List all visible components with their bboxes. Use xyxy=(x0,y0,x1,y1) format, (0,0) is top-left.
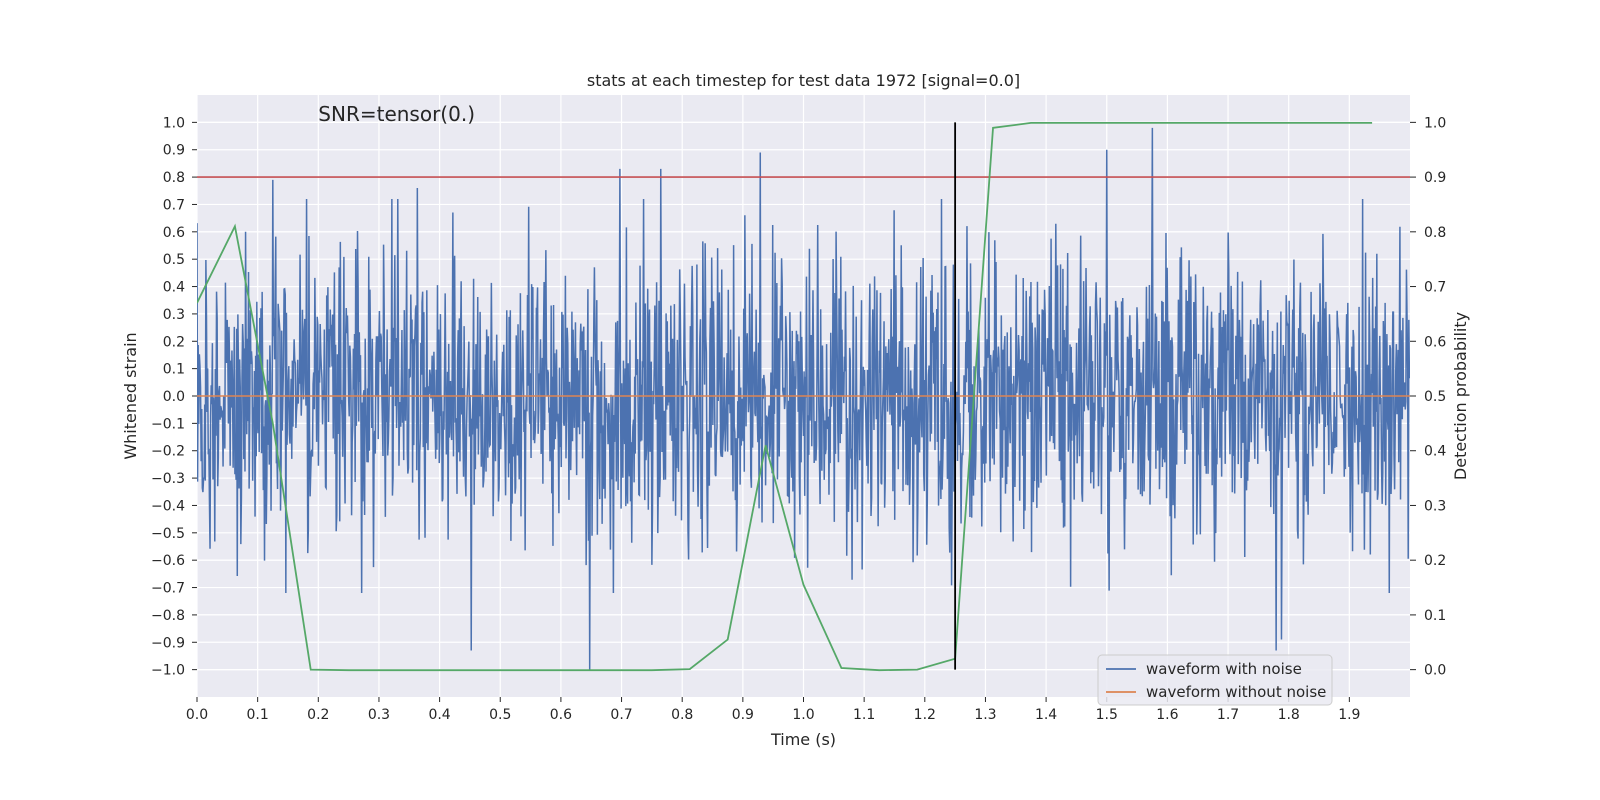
x-tick-label: 1.1 xyxy=(853,707,875,723)
legend-label-noise: waveform with noise xyxy=(1146,660,1302,678)
y-tick-label: −0.6 xyxy=(151,553,185,569)
y2-axis-label: Detection probability xyxy=(1451,312,1470,480)
y2-tick-label: 0.9 xyxy=(1424,170,1446,186)
y-tick-label: −1.0 xyxy=(151,663,185,679)
y-tick-label: 0.5 xyxy=(163,252,185,268)
y2-tick-label: 0.7 xyxy=(1424,280,1446,296)
x-tick-label: 1.6 xyxy=(1156,707,1178,723)
chart-title: stats at each timestep for test data 197… xyxy=(587,71,1020,90)
y2-tick-label: 0.4 xyxy=(1424,444,1446,460)
x-tick-label: 1.9 xyxy=(1338,707,1360,723)
y-tick-label: −0.4 xyxy=(151,498,185,514)
y-axis-label: Whitened strain xyxy=(121,332,140,459)
y-tick-label: −0.7 xyxy=(151,581,185,597)
y-tick-label: 0.8 xyxy=(163,170,185,186)
x-tick-label: 0.5 xyxy=(489,707,511,723)
legend-label-clean: waveform without noise xyxy=(1146,683,1326,701)
y-tick-label: 0.6 xyxy=(163,225,185,241)
legend: waveform with noise waveform without noi… xyxy=(1097,654,1333,706)
y-tick-label: 1.0 xyxy=(163,115,185,131)
y2-tick-label: 1.0 xyxy=(1424,115,1446,131)
y-tick-label: 0.9 xyxy=(163,143,185,159)
y2-tick-label: 0.1 xyxy=(1424,608,1446,624)
x-tick-label: 0.4 xyxy=(428,707,450,723)
y-tick-label: 0.4 xyxy=(163,280,185,296)
x-tick-label: 0.6 xyxy=(550,707,572,723)
x-tick-label: 1.3 xyxy=(974,707,996,723)
snr-annotation: SNR=tensor(0.) xyxy=(318,102,475,126)
x-tick-label: 0.8 xyxy=(671,707,693,723)
y-tick-label: −0.9 xyxy=(151,635,185,651)
x-axis-label: Time (s) xyxy=(770,730,836,749)
x-tick-label: 0.2 xyxy=(307,707,329,723)
axes: 0.0 0.1 0.2 0.3 0.4 0.5 0.6 0.7 0.8 0.9 1.0 1.1 1.2 1… xyxy=(151,115,1446,723)
y-tick-label: 0.0 xyxy=(163,389,185,405)
y2-tick-label: 0.6 xyxy=(1424,334,1446,350)
y-tick-label: 0.1 xyxy=(163,362,185,378)
x-tick-label: 1.8 xyxy=(1278,707,1300,723)
x-tick-label: 0.3 xyxy=(368,707,390,723)
y-tick-label: −0.2 xyxy=(151,444,185,460)
y2-tick-label: 0.3 xyxy=(1424,498,1446,514)
x-tick-label: 0.9 xyxy=(732,707,754,723)
legend-box xyxy=(1097,654,1333,706)
series-detection-probability xyxy=(197,122,1373,672)
series-waveform-with-noise xyxy=(197,127,1410,670)
x-tick-label: 0.7 xyxy=(610,707,632,723)
x-tick-label: 1.0 xyxy=(792,707,814,723)
y-tick-label: −0.5 xyxy=(151,526,185,542)
y-tick-label: −0.1 xyxy=(151,416,185,432)
y2-tick-label: 0.0 xyxy=(1424,663,1446,679)
x-tick-label: 0.1 xyxy=(247,707,269,723)
x-tick-label: 1.4 xyxy=(1035,707,1057,723)
y-tick-label: 0.3 xyxy=(163,307,185,323)
y2-tick-label: 0.8 xyxy=(1424,225,1446,241)
y2-tick-label: 0.2 xyxy=(1424,553,1446,569)
x-tick-label: 1.7 xyxy=(1217,707,1239,723)
x-tick-label: 1.2 xyxy=(914,707,936,723)
y-tick-label: 0.2 xyxy=(163,334,185,350)
y-tick-label: 0.7 xyxy=(163,197,185,213)
y-tick-label: −0.3 xyxy=(151,471,185,487)
y-tick-label: −0.8 xyxy=(151,608,185,624)
y2-tick-label: 0.5 xyxy=(1424,389,1446,405)
x-tick-label: 0.0 xyxy=(186,707,208,723)
x-tick-label: 1.5 xyxy=(1096,707,1118,723)
